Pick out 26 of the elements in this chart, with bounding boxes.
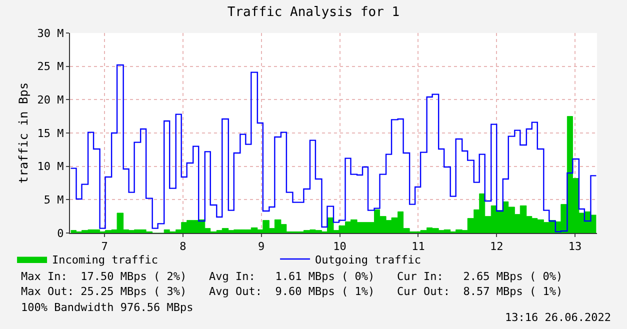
y-tick-label: 20 M xyxy=(37,94,64,107)
text: Cur Out: 8.57 MBps ( 1%) xyxy=(397,285,563,298)
y-axis-title: traffic in Bps xyxy=(16,82,31,184)
text: Avg In: 1.61 MBps ( 0%) xyxy=(209,270,375,283)
text: 100% Bandwidth 976.56 MBps xyxy=(21,301,194,314)
y-tick-label: 0 xyxy=(57,226,64,240)
x-tick-label: 13 xyxy=(568,240,582,254)
x-tick-label: 8 xyxy=(180,240,186,254)
y-tick-label: 10 M xyxy=(37,160,64,174)
text: Max In: 17.50 MBps ( 2%) xyxy=(21,270,187,283)
y-tick-label: 15 M xyxy=(37,126,64,140)
x-tick-label: 10 xyxy=(333,240,346,254)
text: Cur In: 2.65 MBps ( 0%) xyxy=(397,270,563,283)
x-tick-label: 12 xyxy=(490,240,504,254)
y-tick-label: 25 M xyxy=(37,60,64,74)
chart-title: Traffic Analysis for 1 xyxy=(227,5,400,20)
legend-label: Incoming traffic xyxy=(52,253,158,266)
y-tick-label: 5 M xyxy=(44,194,64,207)
text: Avg Out: 9.60 MBps ( 1%) xyxy=(209,285,375,298)
x-tick-label: 7 xyxy=(101,240,108,254)
text: Max Out: 25.25 MBps ( 3%) xyxy=(21,285,187,298)
text: 13:16 26.06.2022 xyxy=(505,311,611,324)
y-tick-label: 30 M xyxy=(37,26,64,40)
x-tick-label: 9 xyxy=(258,240,265,254)
legend-label: Outgoing traffic xyxy=(315,253,421,266)
x-tick-label: 11 xyxy=(412,240,425,254)
